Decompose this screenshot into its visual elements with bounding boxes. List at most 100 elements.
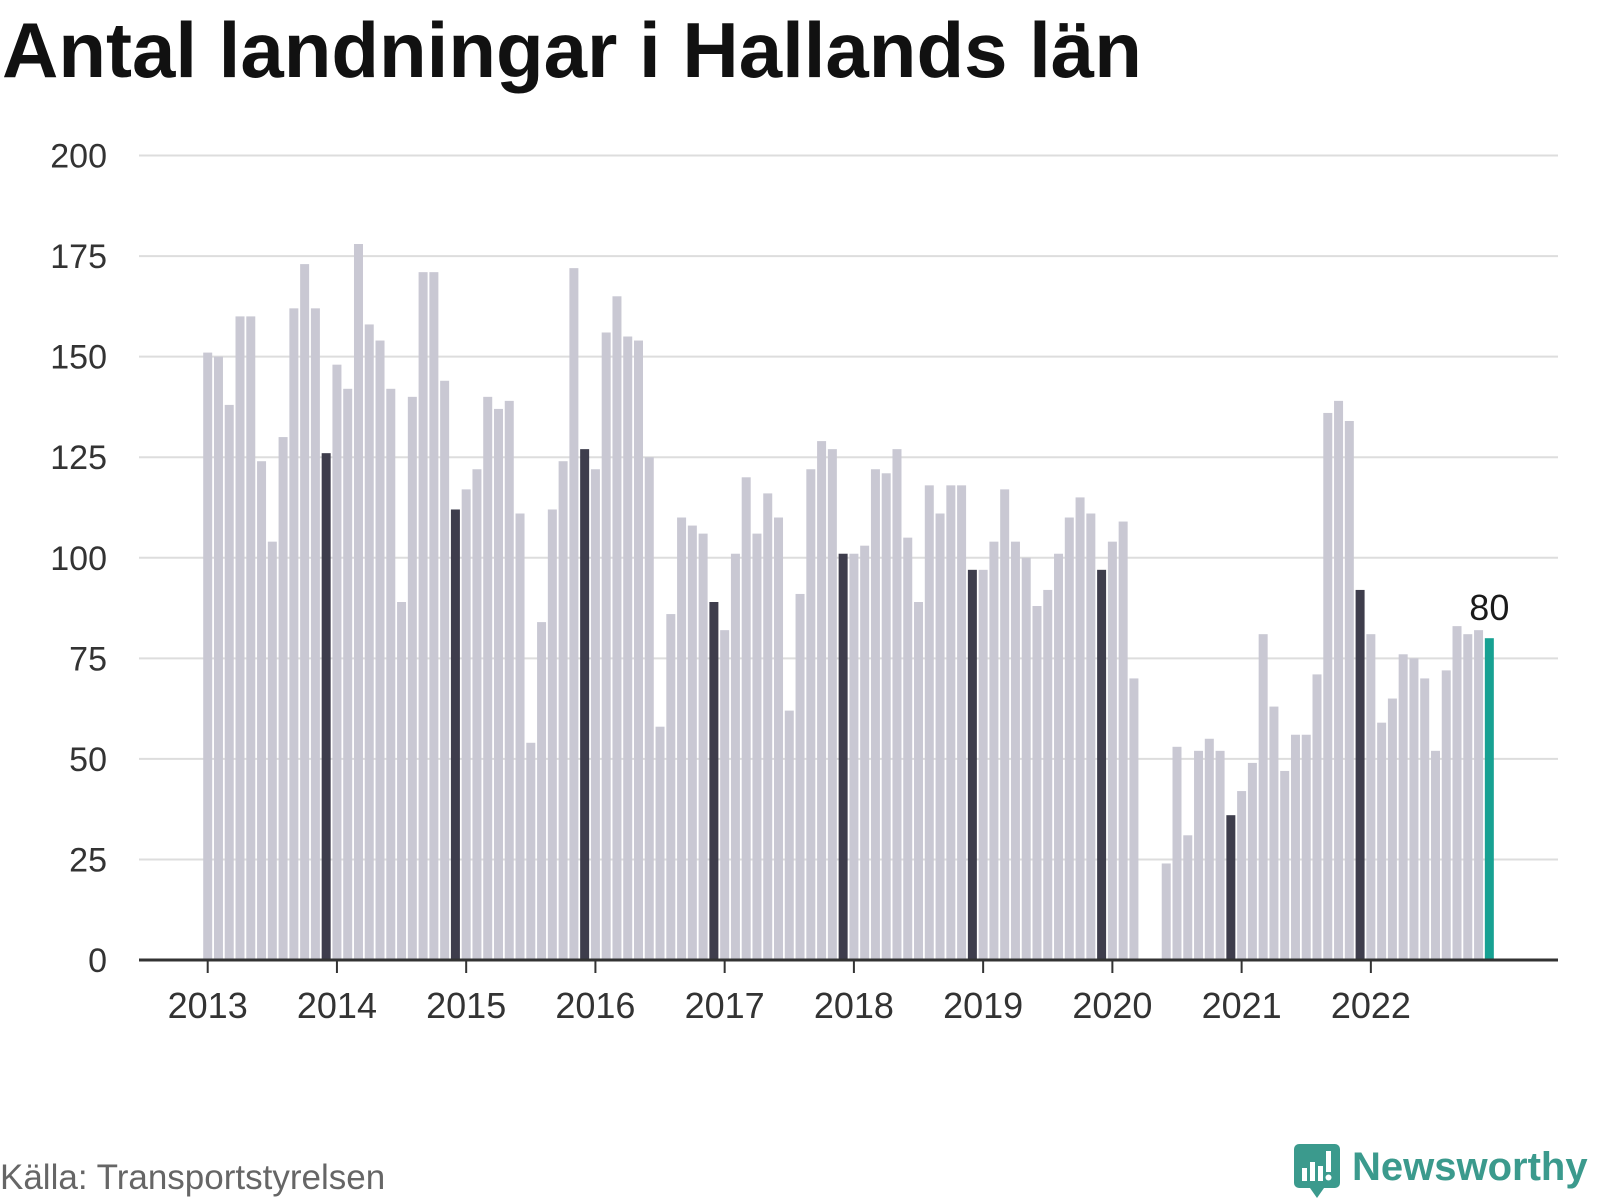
x-tick-label: 2015 xyxy=(426,985,506,1026)
brand-name: Newsworthy xyxy=(1352,1145,1588,1189)
bar-2020-12 xyxy=(1226,815,1236,960)
bar-2021-10 xyxy=(1334,400,1344,960)
bar-2014-11 xyxy=(440,380,450,960)
bar-2021-12 xyxy=(1355,589,1365,960)
bar-2013-10 xyxy=(300,264,310,960)
x-tick-label: 2017 xyxy=(685,985,765,1026)
bar-2014-08 xyxy=(407,396,417,961)
bar-2017-04 xyxy=(752,533,762,960)
bar-2015-07 xyxy=(526,742,536,960)
bar-2015-10 xyxy=(558,461,568,960)
bar-2014-06 xyxy=(386,388,396,960)
bar-2013-03 xyxy=(224,404,234,960)
bar-2017-12 xyxy=(838,553,848,960)
bar-2016-06 xyxy=(644,457,654,960)
chart-title: Antal landningar i Hallands län xyxy=(2,6,1142,94)
x-tick-label: 2014 xyxy=(297,985,377,1026)
bar-2022-05 xyxy=(1409,658,1419,960)
bar-2018-11 xyxy=(957,485,967,960)
bar-2020-09 xyxy=(1194,750,1204,960)
bar-2017-10 xyxy=(817,441,827,961)
source-note: Källa: Transportstyrelsen xyxy=(0,1158,386,1197)
bar-2014-04 xyxy=(364,324,374,960)
bar-2021-04 xyxy=(1269,706,1279,960)
gridlines xyxy=(139,154,1558,861)
bar-2017-01 xyxy=(720,630,730,960)
bar-2020-11 xyxy=(1215,750,1225,960)
bar-2022-02 xyxy=(1377,722,1387,960)
bar-2021-09 xyxy=(1323,412,1333,960)
x-tick-label: 2019 xyxy=(943,985,1023,1026)
bar-2013-05 xyxy=(246,316,256,960)
bar-2016-09 xyxy=(677,517,687,960)
bar-2022-09 xyxy=(1452,626,1462,960)
bar-2015-12 xyxy=(580,449,590,960)
y-tick-label: 125 xyxy=(50,439,107,477)
bar-2015-09 xyxy=(547,509,557,960)
bar-2016-02 xyxy=(601,332,611,960)
bar-2016-12 xyxy=(709,602,719,960)
bar-2015-11 xyxy=(569,268,579,960)
bar-2015-08 xyxy=(537,622,547,960)
bar-2021-08 xyxy=(1312,674,1322,960)
bar-2015-05 xyxy=(504,400,514,960)
y-tick-label: 0 xyxy=(88,942,107,980)
bar-2013-11 xyxy=(310,308,320,961)
bar-2013-07 xyxy=(267,541,277,960)
y-tick-label: 75 xyxy=(69,640,107,678)
bar-2014-02 xyxy=(343,388,353,960)
bar-2015-06 xyxy=(515,513,525,960)
bar-2017-08 xyxy=(795,593,805,960)
bar-2015-03 xyxy=(483,396,493,961)
bar-2017-07 xyxy=(784,710,794,960)
bar-2022-04 xyxy=(1398,654,1408,960)
x-tick-label: 2013 xyxy=(168,985,248,1026)
x-axis: 2013 2014 2015 2016 2017 2018 2019 2020 2021 2022 xyxy=(139,958,1558,1026)
bar-2021-01 xyxy=(1237,791,1247,960)
bar-2013-08 xyxy=(278,437,288,960)
bar-2020-01 xyxy=(1107,541,1117,960)
bar-2014-03 xyxy=(353,244,363,960)
bar-2020-07 xyxy=(1172,746,1182,960)
bar-2018-12 xyxy=(967,569,977,960)
y-axis-labels: 0 25 50 75 100 125 150 175 200 xyxy=(50,138,107,981)
bar-2018-01 xyxy=(849,553,859,960)
bar-2019-02 xyxy=(989,541,999,960)
bar-2019-11 xyxy=(1086,513,1096,960)
bar-2022-12 xyxy=(1484,638,1494,960)
y-tick-label: 25 xyxy=(69,841,107,879)
y-tick-label: 150 xyxy=(50,339,107,377)
bar-2022-08 xyxy=(1441,670,1451,960)
y-tick-label: 50 xyxy=(69,741,107,779)
bar-2014-10 xyxy=(429,272,439,960)
bar-2018-04 xyxy=(881,473,891,960)
x-tick-label: 2018 xyxy=(814,985,894,1026)
data-label: 80 xyxy=(1469,587,1509,628)
bar-2019-09 xyxy=(1064,517,1074,960)
bar-2019-06 xyxy=(1032,606,1042,960)
bar-2018-10 xyxy=(946,485,956,960)
y-tick-label: 175 xyxy=(50,238,107,276)
bar-2015-04 xyxy=(493,408,503,960)
bar-2013-04 xyxy=(235,316,245,960)
bar-2014-01 xyxy=(332,364,342,960)
bar-2014-05 xyxy=(375,340,385,960)
bars xyxy=(203,244,1494,961)
bar-2021-05 xyxy=(1280,770,1290,960)
bar-2013-12 xyxy=(321,453,331,960)
bar-2022-10 xyxy=(1463,634,1473,960)
bar-2017-02 xyxy=(730,553,740,960)
bar-2019-12 xyxy=(1097,569,1107,960)
bar-2022-03 xyxy=(1387,698,1397,960)
bar-2020-08 xyxy=(1183,835,1193,960)
bar-2019-10 xyxy=(1075,497,1085,960)
bar-2013-09 xyxy=(289,308,299,961)
bar-2021-02 xyxy=(1247,762,1257,960)
bar-2022-06 xyxy=(1420,678,1430,960)
bar-2018-05 xyxy=(892,449,902,960)
bar-2018-02 xyxy=(860,545,870,960)
bar-2016-07 xyxy=(655,726,665,960)
newsworthy-logo-icon xyxy=(1294,1144,1340,1198)
bar-2017-05 xyxy=(763,493,773,960)
